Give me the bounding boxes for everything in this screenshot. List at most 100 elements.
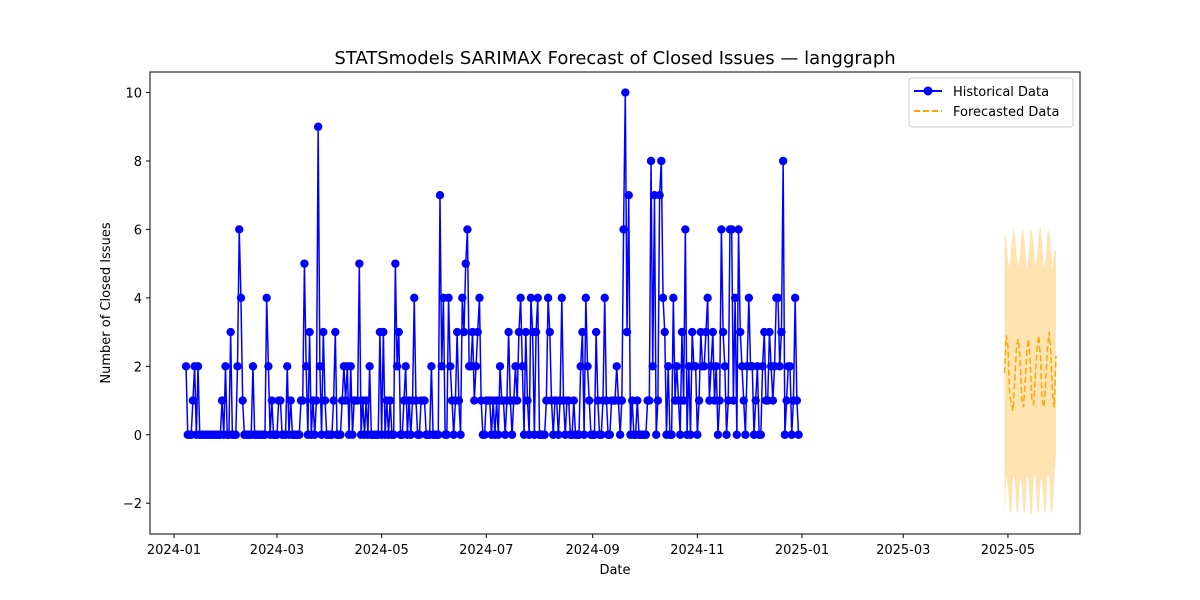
historical-point [676,430,685,439]
historical-point [406,430,416,439]
historical-point [410,293,419,303]
y-axis-label: Number of Closed Issues [99,222,114,383]
historical-point [336,430,345,439]
x-tick-label: 2025-05 [981,543,1035,558]
x-tick-label: 2024-05 [354,543,408,558]
historical-point [758,362,767,371]
historical-point [773,293,783,303]
historical-point [231,430,240,439]
historical-point [264,362,273,371]
historical-point [576,362,585,371]
historical-point [475,293,484,303]
historical-point [693,430,702,439]
historical-point [765,327,774,337]
historical-point [379,327,388,337]
historical-point [600,293,609,303]
historical-point [286,396,295,405]
historical-point [543,293,553,303]
historical-point [449,430,458,439]
historical-point [712,362,721,371]
historical-point [427,362,436,371]
historical-point [540,430,549,439]
historical-point [461,259,470,268]
historical-point [545,327,554,337]
x-axis-ticks: 2024-01 2024-03 2024-05 2024-07 2024-09 2024-… [147,534,1035,558]
historical-point [392,362,402,371]
historical-point [221,362,230,371]
forecast-series-layer [1003,332,1057,411]
x-tick-label: 2024-07 [459,543,513,558]
historical-point [233,362,242,371]
historical-point [621,88,630,97]
historical-point [658,293,668,303]
historical-point [686,430,695,439]
historical-point [444,293,453,303]
historical-point [470,396,479,405]
historical-point [420,396,429,405]
historical-point [434,430,443,439]
historical-point [298,396,307,405]
y-tick-label: 2 [134,360,142,375]
historical-point [708,327,718,337]
historical-point [669,293,678,303]
historical-point [437,362,446,371]
historical-line [185,92,800,436]
historical-point [794,430,803,439]
historical-point [276,396,285,405]
historical-point [554,430,563,439]
historical-point [267,396,277,405]
historical-point [622,327,632,337]
y-axis-ticks: −2 0 2 4 6 8 10 [123,87,150,512]
historical-point [495,362,505,371]
historical-point [617,396,627,405]
historical-point [365,362,374,371]
historical-point [722,430,731,439]
x-tick-label: 2025-01 [775,543,829,558]
historical-point [301,362,311,371]
historical-point [504,327,513,337]
historical-point [569,396,579,405]
historical-point [717,225,726,234]
legend-forecast-label: Forecasted Data [953,105,1059,120]
legend-box [908,77,1074,128]
historical-point [677,327,687,337]
historical-point [701,327,711,337]
historical-point [605,430,615,439]
historical-point [645,396,654,405]
x-tick-label: 2024-01 [147,543,201,558]
historical-point [494,430,503,439]
legend-historical-label: Historical Data [953,85,1049,100]
historical-point [319,327,328,337]
y-tick-label: −2 [123,497,142,512]
axes-frame [149,71,1081,535]
historical-point [458,293,467,303]
historical-point [295,430,304,439]
historical-point [463,225,472,234]
historical-point [718,327,728,337]
x-tick-label: 2024-03 [250,543,304,558]
y-tick-label: 0 [134,429,142,444]
historical-point [226,327,235,337]
historical-point [516,293,525,303]
historical-point [386,396,395,405]
historical-point [312,396,321,405]
historical-point [744,293,754,303]
historical-point [787,430,796,439]
historical-point [507,430,517,439]
historical-point [713,430,723,439]
historical-point [703,293,712,303]
historical-point [615,430,625,439]
historical-point [313,122,323,131]
x-tick-label: 2025-03 [876,543,930,558]
historical-point [435,191,445,200]
historical-point [681,225,690,234]
historical-point [310,430,319,439]
historical-point [320,396,330,405]
historical-point [315,362,325,371]
historical-point [511,362,520,371]
historical-point [785,362,795,371]
historical-point [729,396,738,405]
historical-point [446,362,455,371]
legend: Historical Data Forecasted Data [908,77,1074,128]
historical-point [442,430,452,439]
